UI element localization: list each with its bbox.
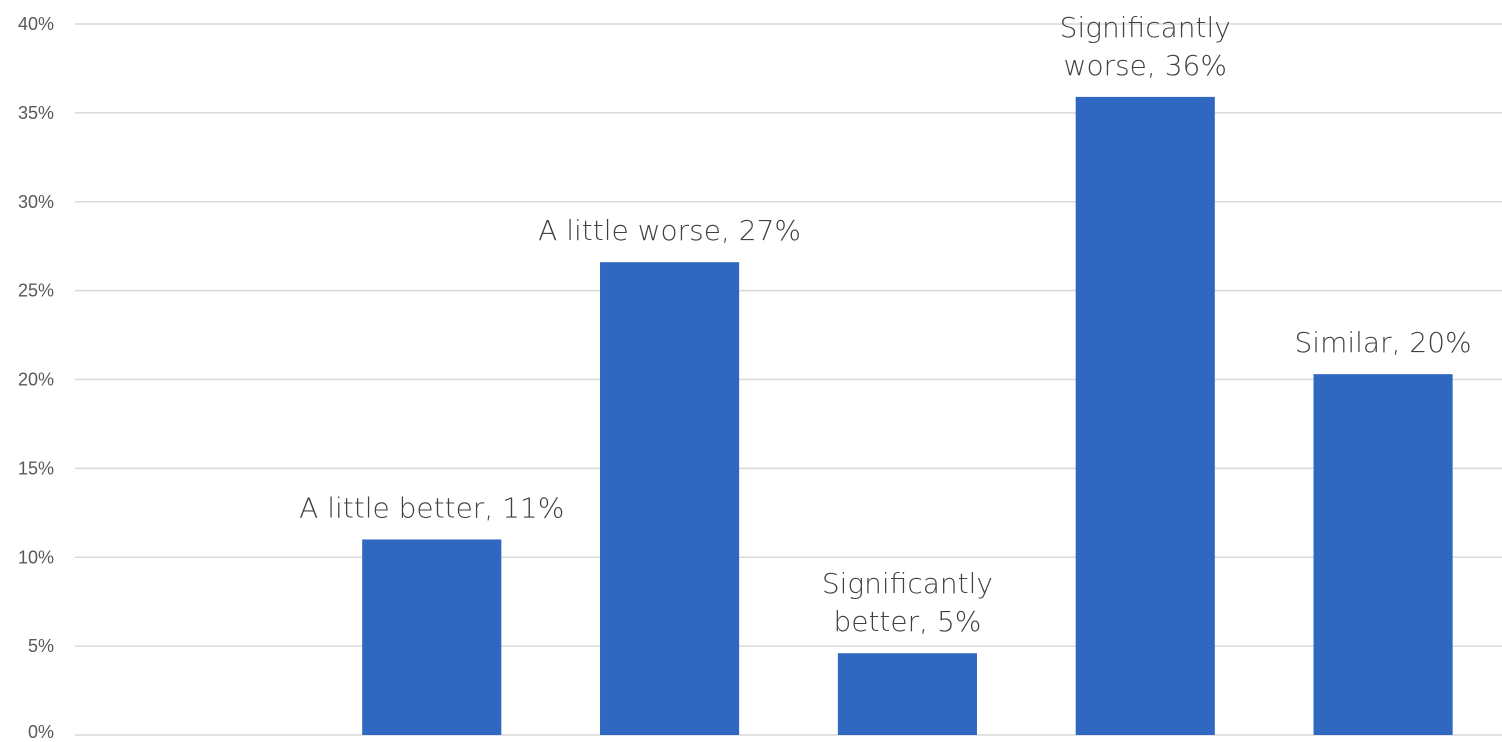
y-axis-tick-labels: 0% 5% 10% 15% 20% 25% 30% 35% 40%: [18, 14, 54, 742]
data-label: better, 5%: [833, 605, 981, 638]
data-label: Similar, 20%: [1295, 326, 1472, 359]
data-label: A little worse, 27%: [538, 214, 801, 247]
y-tick-label: 40%: [18, 14, 54, 34]
bar: [1075, 96, 1215, 735]
bar: [600, 262, 740, 735]
data-label: Significantly: [1060, 11, 1231, 44]
data-labels: A little better, 11% A little worse, 27% S…: [299, 11, 1471, 638]
y-tick-label: 10%: [18, 547, 54, 567]
y-tick-label: 0%: [28, 722, 54, 742]
data-label: worse, 36%: [1064, 49, 1227, 82]
gridlines: [75, 23, 1502, 736]
y-tick-label: 25%: [18, 281, 54, 301]
y-tick-label: 15%: [18, 458, 54, 478]
bar: [362, 539, 502, 735]
data-label: A little better, 11%: [299, 491, 564, 524]
data-label: Significantly: [822, 567, 993, 600]
y-tick-label: 20%: [18, 370, 54, 390]
y-tick-label: 35%: [18, 103, 54, 123]
bar: [1313, 374, 1453, 735]
y-tick-label: 30%: [18, 192, 54, 212]
bar: [837, 653, 977, 735]
bars: [362, 96, 1453, 735]
y-tick-label: 5%: [28, 636, 54, 656]
